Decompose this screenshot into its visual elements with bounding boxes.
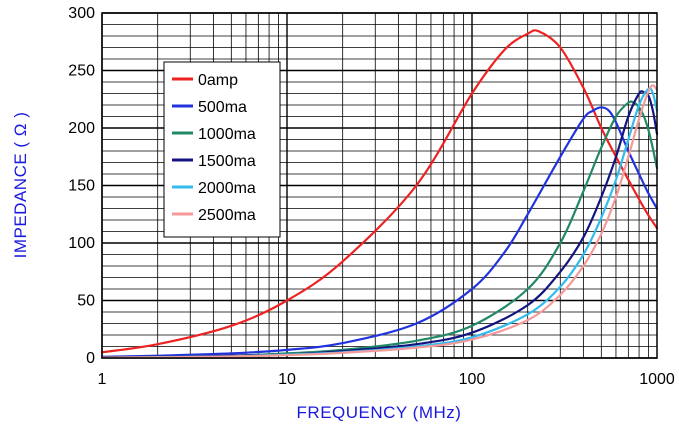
legend-box — [163, 61, 281, 238]
plot-frame — [101, 12, 658, 359]
series-lines — [100, 29, 659, 359]
y-tick-label: 150 — [68, 178, 95, 195]
x-tick-labels: 1 10 100 1000 — [98, 371, 675, 388]
x-tick-label: 100 — [459, 371, 486, 388]
legend-label-2500ma: 2500ma — [198, 207, 256, 224]
x-tick-label: 1000 — [639, 371, 675, 388]
series-line-500ma — [100, 106, 659, 358]
y-tick-labels: 0 50 100 150 200 250 300 — [68, 5, 95, 367]
y-tick-label: 200 — [68, 120, 95, 137]
series-line-1000ma — [100, 100, 659, 359]
x-axis-title: FREQUENCY (MHz) — [297, 403, 462, 422]
series-line-0amp — [100, 29, 659, 354]
legend-label-1000ma: 1000ma — [198, 126, 256, 143]
y-tick-label: 250 — [68, 63, 95, 80]
legend-label-2000ma: 2000ma — [198, 180, 256, 197]
legend-label-0amp: 0amp — [198, 72, 238, 89]
legend-label-1500ma: 1500ma — [198, 153, 256, 170]
x-tick-label: 1 — [98, 371, 107, 388]
y-tick-label: 100 — [68, 235, 95, 252]
y-axis-title: IMPEDANCE ( Ω ) — [11, 112, 30, 259]
x-tick-label: 10 — [278, 371, 296, 388]
legend: 0amp 500ma 1000ma 1500ma 2000ma 2500ma — [163, 61, 281, 238]
y-tick-label: 0 — [86, 350, 95, 367]
y-tick-label: 300 — [68, 5, 95, 22]
legend-label-500ma: 500ma — [198, 99, 247, 116]
series-line-2500ma — [100, 84, 659, 359]
y-tick-label: 50 — [77, 293, 95, 310]
